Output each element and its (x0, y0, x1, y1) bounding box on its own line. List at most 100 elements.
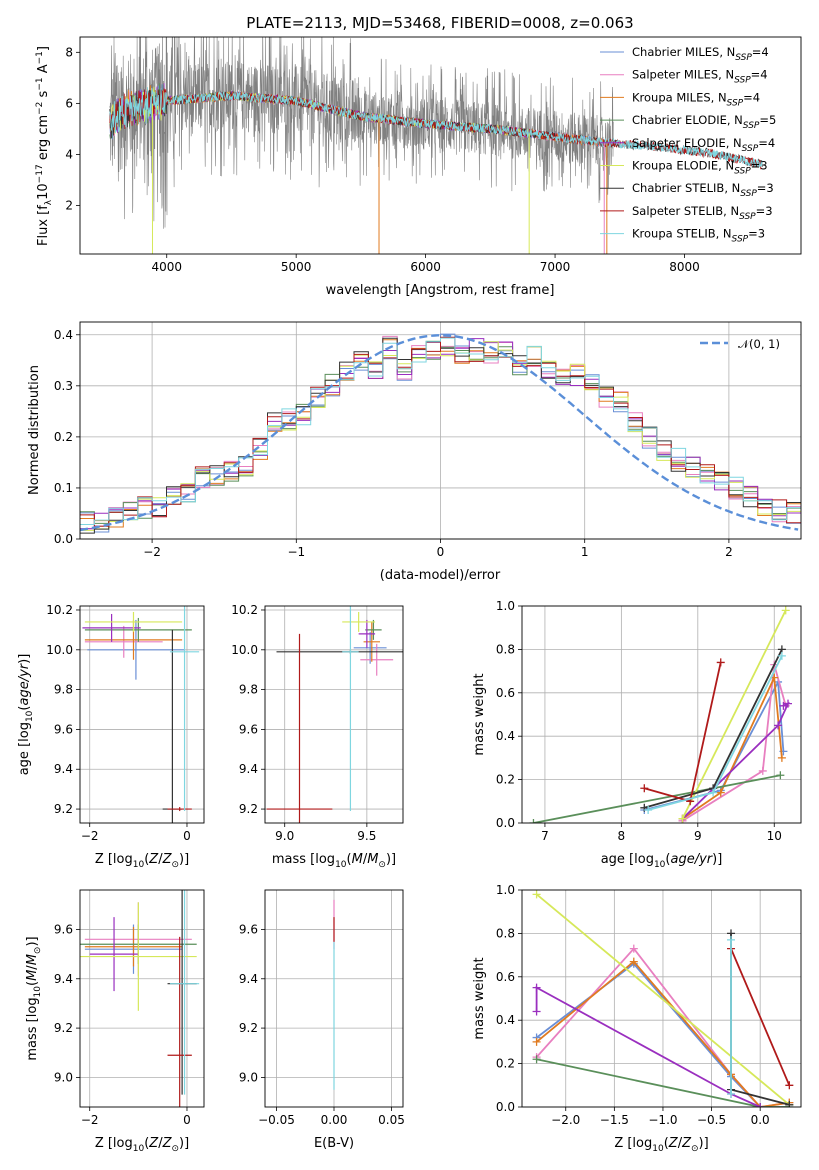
weight-line (681, 609, 787, 820)
weight-marker (784, 699, 793, 708)
x-tick-label: −2.0 (551, 1113, 580, 1127)
mass-vs-metallicity-panel: −2 0 9.0 9.2 9.4 9.6 Z [log10(Z/Z⊙)] mass [log1… (25, 889, 205, 1154)
y-tick-label: 9.4 (239, 762, 258, 776)
weight-marker (644, 805, 653, 814)
y-tick-label: 2 (65, 198, 73, 212)
x-tick-label: −0.5 (697, 1113, 726, 1127)
y-tick-label: 9.6 (239, 922, 258, 936)
x-tick-label: 0 (183, 1113, 191, 1127)
x-tick-label: 4000 (151, 260, 182, 274)
axes-frame (264, 889, 404, 1108)
weight-marker (709, 788, 718, 797)
plot-area (529, 606, 793, 823)
y-tick-label: 9.0 (54, 1070, 73, 1084)
y-axis-label: mass [log10(M/M⊙)] (25, 936, 43, 1060)
x-tick-label: 2 (725, 545, 733, 559)
axes-frame (521, 605, 802, 824)
plot-area (80, 333, 801, 534)
weight-line (681, 701, 790, 820)
legend-entry: Kroupa ELODIE, NSSP=3 (632, 159, 768, 177)
y-tick-label: 0.4 (496, 729, 515, 743)
weight-line (644, 649, 783, 809)
weight-line (681, 674, 783, 820)
x-tick-label: −1.0 (648, 1113, 677, 1127)
weight-line (536, 1058, 790, 1107)
y-tick-label: 1.0 (496, 599, 515, 613)
y-tick-label: 9.2 (54, 1021, 73, 1035)
x-tick-label: 0.00 (321, 1113, 348, 1127)
x-axis-label: mass [log10(M/M⊙)] (272, 852, 396, 870)
x-axis-label: Z [log10(Z/Z⊙)] (95, 852, 189, 870)
plot-area (532, 890, 794, 1107)
axes-frame (79, 321, 802, 540)
axes-frame (79, 36, 802, 255)
legend-entry: Salpeter MILES, NSSP=4 (632, 68, 768, 86)
weight-line (536, 893, 790, 1106)
axes-frame (79, 889, 205, 1108)
y-axis-label: age [log10(age/yr)] (17, 654, 35, 776)
x-tick-label: −1 (287, 545, 305, 559)
plot-area (80, 890, 200, 1107)
y-tick-label: 9.0 (239, 1070, 258, 1084)
y-tick-label: 10.0 (231, 643, 258, 657)
legend-entry: Chabrier MILES, NSSP=4 (632, 45, 769, 63)
x-tick-label: 9.0 (275, 829, 294, 843)
y-tick-label: 0.1 (54, 481, 73, 495)
x-tick-label: 5000 (281, 260, 312, 274)
weight-marker (785, 1100, 794, 1107)
weight-marker (777, 753, 786, 762)
x-axis-label: Z [log10(Z/Z⊙)] (95, 1136, 189, 1154)
mass-vs-extinction-panel: −0.05 0.00 0.05 9.0 9.2 9.4 9.6 E(B-V) (239, 889, 405, 1151)
x-tick-label: 1 (581, 545, 589, 559)
weight-marker (532, 890, 541, 899)
x-tick-label: 7 (541, 829, 549, 843)
y-tick-label: 0.0 (496, 816, 515, 830)
weight-line (644, 662, 722, 803)
plot-area (266, 606, 403, 823)
legend-entry: Kroupa MILES, NSSP=4 (632, 90, 760, 108)
x-axis-label: age [log10(age/yr)] (601, 852, 723, 870)
mass-weight-vs-metallicity-panel: −2.0 −1.5 −1.0 −0.5 0.0 0.0 0.2 0.4 0.6 0.8 1.0 Z [… (472, 883, 802, 1154)
figure-title: PLATE=2113, MJD=53468, FIBERID=0008, z=0… (246, 14, 633, 32)
x-axis-label: Z [log10(Z/Z⊙)] (614, 1136, 708, 1154)
x-tick-label: 9.5 (357, 829, 376, 843)
weight-marker (629, 957, 638, 966)
weight-marker (774, 721, 783, 730)
weight-marker (758, 766, 767, 775)
x-tick-label: 0 (437, 545, 445, 559)
y-tick-label: 8 (65, 45, 73, 59)
x-tick-label: −2 (81, 1113, 99, 1127)
y-tick-label: 10.0 (46, 643, 73, 657)
y-tick-label: 0.8 (496, 642, 515, 656)
x-tick-label: −2 (81, 829, 99, 843)
x-tick-label: 8 (618, 829, 626, 843)
weight-marker (776, 771, 785, 780)
y-tick-label: 0.3 (54, 379, 73, 393)
y-tick-label: 9.4 (239, 972, 258, 986)
y-tick-label: 9.6 (239, 722, 258, 736)
x-tick-label: 0.05 (378, 1113, 405, 1127)
weight-marker (756, 1103, 765, 1107)
x-tick-label: −0.05 (258, 1113, 295, 1127)
y-tick-label: 9.8 (54, 683, 73, 697)
spectrum-panel: 4000 5000 6000 7000 8000 2 4 6 8 wavelength [Angs… (35, 36, 802, 298)
y-axis-label: Flux [fλ10−17 erg cm−2 s−1 A−1] (35, 46, 54, 246)
y-tick-label: 0.4 (54, 328, 73, 342)
y-tick-label: 9.2 (54, 802, 73, 816)
weight-line (535, 986, 761, 1107)
y-tick-label: 9.4 (54, 972, 73, 986)
weight-line (536, 962, 761, 1107)
legend-entry: Salpeter ELODIE, NSSP=4 (632, 136, 775, 154)
x-axis-label: wavelength [Angstrom, rest frame] (326, 283, 555, 298)
y-tick-label: 0.6 (496, 686, 515, 700)
x-tick-label: 0 (183, 829, 191, 843)
x-tick-label: 6000 (410, 260, 441, 274)
weight-line (647, 655, 783, 811)
y-tick-label: 0.8 (496, 926, 515, 940)
histogram-step (80, 337, 801, 525)
x-tick-label: 8000 (669, 260, 700, 274)
y-tick-label: 0.6 (496, 970, 515, 984)
weight-marker (781, 606, 790, 615)
weight-marker (785, 1081, 794, 1090)
